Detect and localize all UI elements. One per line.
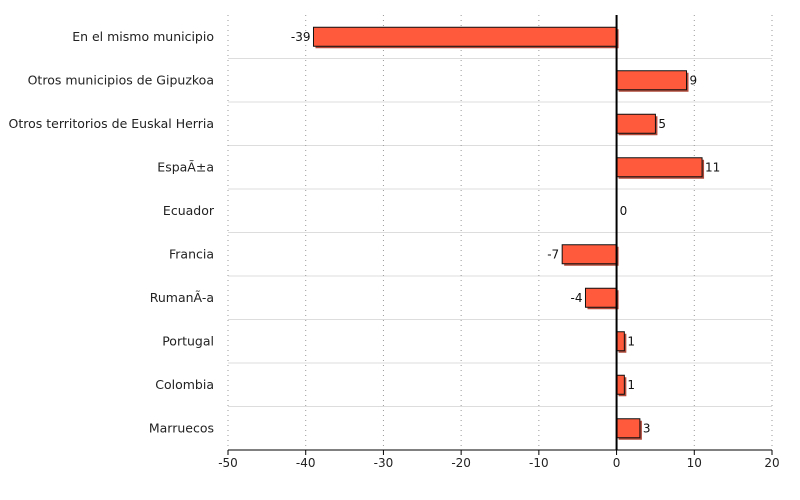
category-label: Portugal (162, 333, 214, 348)
bar (616, 157, 703, 178)
category-label: RumanÃ-a (150, 290, 214, 305)
category-label: Otros municipios de Gipuzkoa (28, 72, 214, 87)
bar (616, 418, 641, 439)
x-tick-label: -50 (218, 456, 238, 470)
x-tick-label: 10 (687, 456, 702, 470)
data-label: 1 (627, 378, 635, 392)
data-label: 3 (643, 421, 651, 435)
data-label: 9 (690, 73, 698, 87)
data-label: 1 (627, 334, 635, 348)
x-tick-label: 0 (613, 456, 621, 470)
x-tick-label: -20 (451, 456, 471, 470)
category-label: En el mismo municipio (72, 29, 214, 44)
bar (616, 331, 625, 352)
data-label: 11 (705, 160, 720, 174)
data-label: 0 (620, 204, 628, 218)
category-label: Otros territorios de Euskal Herria (9, 116, 215, 131)
bars-layer (312, 26, 705, 440)
x-tick-label: 20 (764, 456, 779, 470)
category-label: Colombia (155, 377, 214, 392)
data-label: 5 (658, 117, 666, 131)
grid-layer (227, 15, 773, 450)
category-label: Ecuador (163, 203, 215, 218)
category-label: Marruecos (149, 420, 214, 435)
data-label: -39 (291, 30, 311, 44)
x-tick-label: -30 (374, 456, 394, 470)
category-label: Francia (169, 246, 214, 261)
bar (616, 70, 688, 91)
labels-layer: En el mismo municipio -39 Otros municipios… (9, 29, 721, 436)
bar (561, 244, 618, 265)
bar (616, 113, 656, 134)
data-label: -7 (547, 247, 559, 261)
x-tick-label: -10 (529, 456, 549, 470)
x-tick-label: -40 (296, 456, 316, 470)
data-label: -4 (571, 291, 583, 305)
bar (312, 26, 618, 47)
category-label: EspaÃ±a (157, 159, 214, 174)
bar (584, 287, 618, 308)
bar (616, 374, 625, 395)
x-axis: -50 -40 -30 -20 -10 0 10 20 (218, 15, 780, 470)
